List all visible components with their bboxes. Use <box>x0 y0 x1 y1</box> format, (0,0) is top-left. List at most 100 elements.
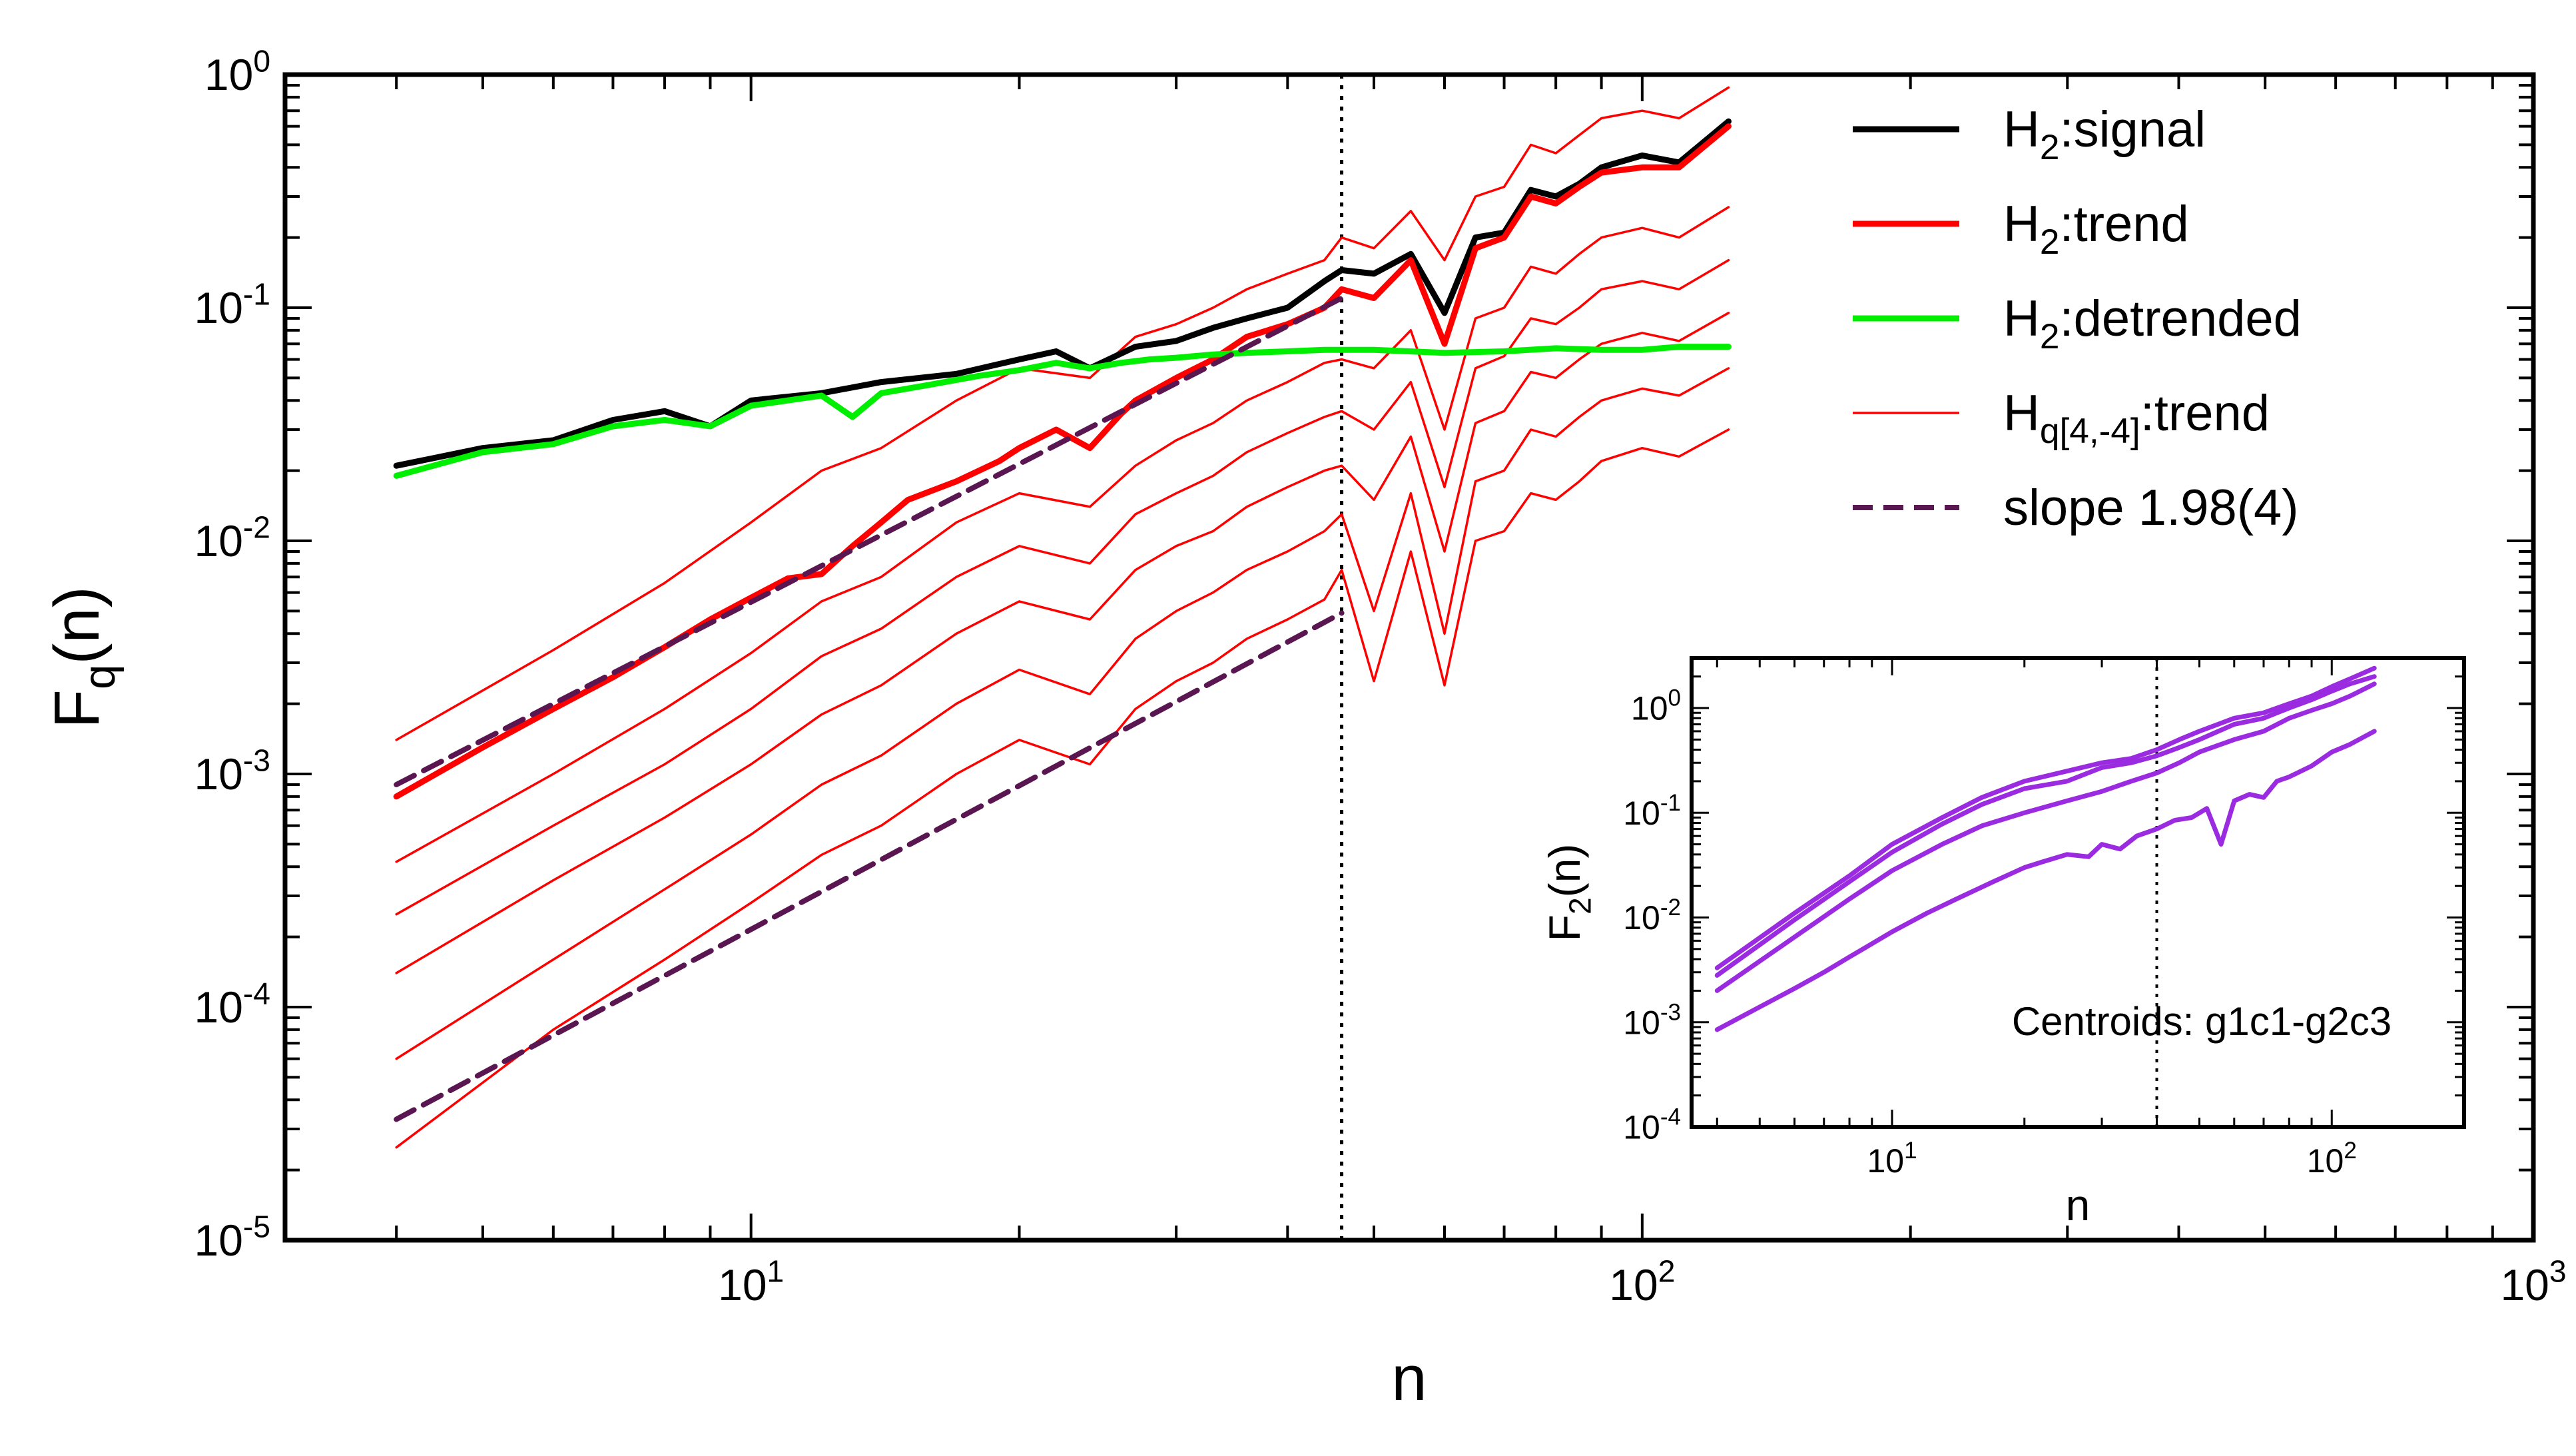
main-y-axis-title-sub: q <box>75 665 125 689</box>
inset-x-axis-title: n <box>2066 1180 2091 1230</box>
legend-label-0-main: H <box>2003 101 2040 158</box>
inset-ytick-label-3-base: 10 <box>1623 795 1660 832</box>
inset-xtick-label-0-base: 10 <box>1867 1142 1904 1180</box>
inset-xtick-label-1-exp: 2 <box>2344 1138 2356 1164</box>
inset-y-axis-title-sub: 2 <box>1563 897 1598 914</box>
legend-label-3-tail: :trend <box>2140 385 2270 442</box>
main-x-axis-title: n <box>1391 1343 1427 1414</box>
inset-ytick-label-2: 10-2 <box>1623 895 1681 936</box>
main-series-hq-trend-q-4 <box>395 86 1730 741</box>
main-series-slope-1-98-4-lower <box>394 610 1345 1122</box>
legend-label-4-tail: slope 1.98(4) <box>2003 480 2299 536</box>
inset-series-centroid-2 <box>1714 674 2377 978</box>
main-ytick-label-3-base: 10 <box>194 516 243 565</box>
inset-annotation: Centroids: g1c1-g2c3 <box>2012 999 2392 1044</box>
main-ytick-label-5: 100 <box>204 43 270 99</box>
inset-y-axis-title-tail: (n) <box>1540 844 1589 898</box>
main-xtick-label-0-base: 10 <box>718 1260 767 1309</box>
main-ytick-label-1-exp: -4 <box>243 976 270 1010</box>
main-ytick-label-5-exp: 0 <box>253 43 270 78</box>
legend-label-1-tail: :trend <box>2059 196 2188 252</box>
inset-frame <box>1690 656 2466 1129</box>
inset-ytick-label-4-exp: 0 <box>1668 685 1681 711</box>
inset-ytick-label-3: 10-1 <box>1623 790 1681 832</box>
legend-label-3: Hq[4,-4]:trend <box>2003 385 2270 451</box>
legend-label-2-main: H <box>2003 290 2040 347</box>
main-legend: H2:signalH2:trendH2:detrendedHq[4,-4]:tr… <box>1853 101 2302 536</box>
main-y-axis-title: Fq(n) <box>41 586 125 728</box>
main-ytick-label-5-base: 10 <box>204 50 253 99</box>
inset-ytick-label-4: 100 <box>1631 685 1681 727</box>
inset-series-centroid-4 <box>1714 729 2377 1032</box>
legend-label-4: slope 1.98(4) <box>2003 480 2299 536</box>
legend-label-2: H2:detrended <box>2003 290 2302 356</box>
legend-label-1-sub: 2 <box>2040 222 2060 262</box>
main-xtick-label-1-base: 10 <box>1609 1260 1658 1309</box>
inset-y-axis-title-main: F <box>1540 914 1589 941</box>
inset-series-centroid-1 <box>1714 665 2377 970</box>
main-series-hq-trend-q-0 <box>395 206 1730 863</box>
inset-plot: 101 10210-410-310-210-1100nF2(n)Centroids… <box>1540 656 2466 1230</box>
main-series-h2-detrended <box>393 344 1732 479</box>
main-ytick-label-1: 10-4 <box>194 976 271 1032</box>
main-series-hq-trend-q-2 <box>395 312 1730 974</box>
inset-ytick-label-0-base: 10 <box>1623 1109 1660 1146</box>
legend-label-1: H2:trend <box>2003 196 2189 262</box>
legend-label-3-sub: q[4,-4] <box>2040 412 2140 451</box>
legend-label-2-tail: :detrended <box>2059 290 2301 347</box>
inset-ytick-label-4-base: 10 <box>1631 690 1668 727</box>
main-xtick-label-2-base: 10 <box>2500 1260 2549 1309</box>
inset-xtick-label-1: 102 <box>2307 1138 2357 1180</box>
inset-ytick-label-1-exp: -3 <box>1660 999 1681 1025</box>
main-ytick-label-2: 10-3 <box>194 743 271 799</box>
main-y-axis-title-tail: (n) <box>41 586 113 664</box>
legend-label-3-main: H <box>2003 385 2040 442</box>
legend-label-1-main: H <box>2003 196 2040 252</box>
main-xtick-label-0: 101 <box>718 1254 784 1309</box>
main-ytick-label-3-exp: -2 <box>243 510 270 544</box>
main-frame <box>282 72 2536 1243</box>
inset-xtick-label-0-exp: 1 <box>1904 1138 1917 1164</box>
inset-ytick-label-2-base: 10 <box>1623 899 1660 936</box>
main-ytick-label-2-exp: -3 <box>243 743 270 777</box>
main-xtick-label-2-exp: 3 <box>2549 1254 2567 1288</box>
inset-ytick-label-1-base: 10 <box>1623 1004 1660 1041</box>
main-series-hq-trend-q-3 <box>395 367 1730 1060</box>
inset-ytick-label-0-exp: -4 <box>1660 1104 1681 1130</box>
main-plot: 101 102 10310-510-410-310-210-1100nFq(n)H2… <box>41 43 2567 1414</box>
main-ytick-label-1-base: 10 <box>194 982 243 1032</box>
main-series-hq-trend-q-1 <box>395 258 1730 916</box>
inset-y-axis-title: F2(n) <box>1540 844 1598 942</box>
inset-ytick-label-2-exp: -2 <box>1660 895 1681 920</box>
main-series-slope-1-98-4-upper <box>394 295 1345 787</box>
inset-ytick-label-3-exp: -1 <box>1660 790 1681 816</box>
inset-xtick-label-0: 101 <box>1867 1138 1917 1180</box>
inset-ytick-label-0: 10-4 <box>1623 1104 1681 1146</box>
legend-label-0-sub: 2 <box>2040 128 2060 167</box>
inset-plot-bg <box>1692 658 2464 1127</box>
main-ytick-label-3: 10-2 <box>194 510 271 565</box>
main-series-group <box>393 86 1732 1149</box>
legend-label-0: H2:signal <box>2003 101 2206 167</box>
inset-ytick-label-1: 10-3 <box>1623 999 1681 1041</box>
main-ytick-label-0: 10-5 <box>194 1209 271 1265</box>
main-xtick-label-0-exp: 1 <box>767 1254 785 1288</box>
main-ytick-label-4-base: 10 <box>194 283 243 332</box>
main-xtick-label-2: 103 <box>2500 1254 2566 1309</box>
main-ytick-label-4: 10-1 <box>194 276 271 332</box>
main-ytick-label-0-exp: -5 <box>243 1209 270 1244</box>
main-xtick-label-1-exp: 2 <box>1658 1254 1676 1288</box>
main-series-hq-trend-q-4 <box>395 428 1730 1149</box>
main-y-axis-title-main: F <box>41 689 113 729</box>
main-ytick-label-4-exp: -1 <box>243 276 270 311</box>
main-ticks <box>284 73 2535 1242</box>
main-ytick-label-0-base: 10 <box>194 1216 243 1265</box>
main-series-h2-trend <box>393 123 1732 800</box>
legend-label-2-sub: 2 <box>2040 317 2060 356</box>
legend-label-0-tail: :signal <box>2059 101 2206 158</box>
inset-xtick-label-1-base: 10 <box>2307 1142 2344 1180</box>
inset-series-group <box>1714 665 2377 1032</box>
main-ytick-label-2-base: 10 <box>194 749 243 799</box>
inset-series-centroid-3 <box>1714 681 2377 993</box>
